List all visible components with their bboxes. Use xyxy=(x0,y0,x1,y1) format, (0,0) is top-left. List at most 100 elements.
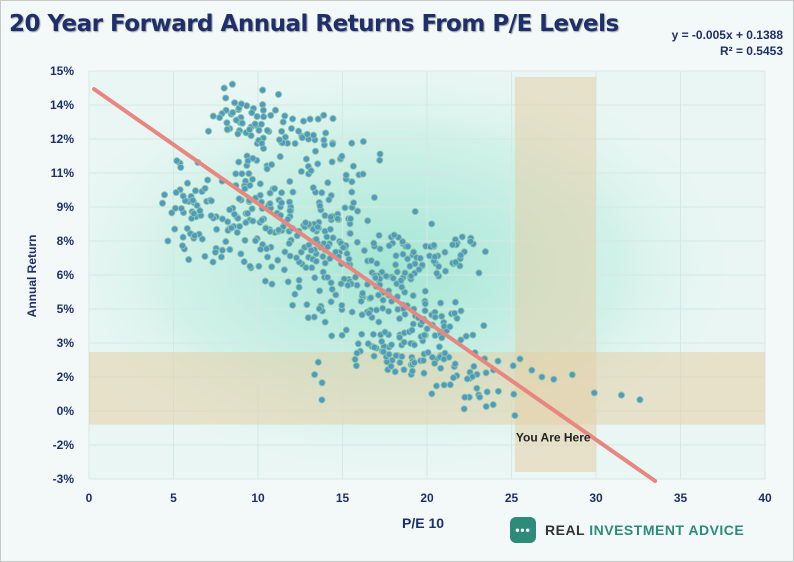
data-point xyxy=(266,189,274,197)
data-point xyxy=(318,189,326,197)
data-point xyxy=(257,245,265,253)
data-point xyxy=(367,294,375,302)
data-point xyxy=(449,241,457,249)
data-point xyxy=(190,210,198,218)
data-point xyxy=(261,277,269,285)
data-point xyxy=(354,340,362,348)
data-point xyxy=(428,390,436,398)
data-point xyxy=(173,157,181,165)
data-point xyxy=(372,306,381,314)
data-point xyxy=(396,333,404,341)
data-point xyxy=(232,116,240,124)
logo-text-primary: REAL xyxy=(545,522,590,538)
data-point xyxy=(233,228,241,237)
data-point xyxy=(351,355,359,363)
data-point xyxy=(340,275,348,283)
data-point xyxy=(268,161,276,169)
data-point xyxy=(432,382,441,390)
data-point xyxy=(359,137,367,146)
data-point xyxy=(437,364,445,372)
data-point xyxy=(238,119,246,127)
data-point xyxy=(223,125,231,133)
x-tick-label: 20 xyxy=(420,491,434,505)
data-point xyxy=(379,296,387,304)
logo-text-secondary: INVESTMENT ADVICE xyxy=(589,522,745,538)
data-point xyxy=(401,310,409,318)
data-point xyxy=(226,206,234,214)
data-point xyxy=(179,233,187,241)
data-point xyxy=(446,381,454,389)
data-point xyxy=(348,139,356,147)
data-point xyxy=(168,209,176,217)
x-tick-label: 0 xyxy=(86,491,93,505)
data-point xyxy=(204,176,212,184)
data-point xyxy=(234,130,242,138)
data-point xyxy=(420,331,428,339)
data-point xyxy=(314,160,322,168)
data-point xyxy=(435,343,443,351)
data-point xyxy=(245,126,254,134)
data-point xyxy=(358,330,366,338)
data-point xyxy=(440,322,448,330)
x-tick-labels: 0 5 10 15 20 25 30 35 40 xyxy=(86,491,772,505)
data-point xyxy=(329,140,337,148)
data-point xyxy=(359,289,367,297)
data-point xyxy=(183,224,191,233)
data-point xyxy=(387,362,395,370)
data-point xyxy=(267,111,275,119)
data-point xyxy=(306,115,314,123)
data-point xyxy=(337,280,345,288)
x-tick-label: 35 xyxy=(674,491,688,505)
data-point xyxy=(285,198,294,206)
data-point xyxy=(308,264,316,272)
data-point xyxy=(323,233,331,241)
data-point xyxy=(249,154,257,162)
data-point xyxy=(370,193,378,202)
data-point xyxy=(511,411,519,420)
data-point xyxy=(376,150,384,158)
y-tick-label: 11% xyxy=(51,166,75,180)
data-point xyxy=(207,197,215,205)
data-point xyxy=(421,307,429,315)
data-point xyxy=(370,239,378,247)
data-point xyxy=(251,120,259,128)
data-point xyxy=(332,291,340,299)
data-point xyxy=(416,254,424,262)
data-point xyxy=(311,274,319,282)
y-tick-label: 12% xyxy=(50,132,74,146)
data-point xyxy=(289,188,297,196)
data-point xyxy=(382,272,390,280)
data-point xyxy=(370,352,378,360)
data-point xyxy=(399,238,407,246)
data-point xyxy=(387,341,396,349)
data-point xyxy=(314,115,322,123)
data-point xyxy=(470,362,478,370)
data-point xyxy=(183,179,192,187)
you-are-here-annotation: You Are Here xyxy=(516,430,591,444)
data-point xyxy=(370,343,378,351)
data-point xyxy=(291,290,299,298)
regression-equation: y = -0.005x + 0.1388 xyxy=(671,28,783,42)
data-point xyxy=(248,109,256,117)
data-point xyxy=(375,318,383,326)
data-point xyxy=(321,259,329,267)
data-point xyxy=(160,191,169,199)
data-point xyxy=(410,248,418,256)
data-point xyxy=(201,184,209,192)
data-point xyxy=(345,255,353,263)
data-point xyxy=(357,297,365,305)
data-point xyxy=(353,349,361,357)
data-point xyxy=(229,109,237,117)
data-point xyxy=(395,315,404,323)
data-point xyxy=(406,262,414,270)
data-point xyxy=(185,256,193,264)
data-point xyxy=(617,391,625,399)
data-point xyxy=(328,285,336,293)
data-point xyxy=(316,287,324,295)
data-point xyxy=(218,215,226,223)
data-point xyxy=(392,352,400,360)
data-point xyxy=(440,381,448,389)
data-point xyxy=(258,139,266,147)
